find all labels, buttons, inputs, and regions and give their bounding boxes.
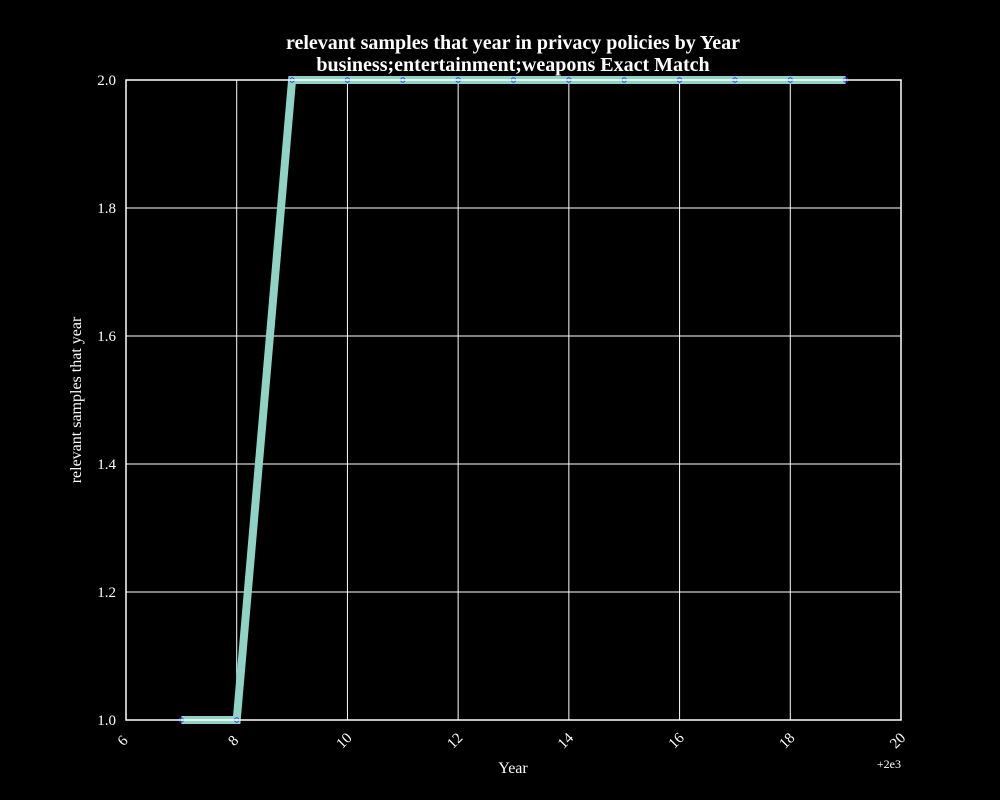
x-tick-label: 6 — [115, 733, 132, 750]
x-tick-label: 12 — [444, 730, 466, 752]
y-tick-label: 1.8 — [97, 201, 116, 217]
x-tick-label: 10 — [334, 730, 356, 752]
y-axis-label: relevant samples that year — [68, 316, 85, 483]
plot-frame — [125, 79, 902, 721]
y-tick-label: 1.6 — [97, 329, 116, 345]
x-tick-label: 14 — [555, 730, 577, 752]
series-layer — [178, 76, 849, 724]
y-tick-label: 1.4 — [97, 457, 116, 473]
x-axis-label: Year — [498, 760, 528, 777]
x-tick-label: 8 — [226, 733, 243, 750]
x-tick-label: 18 — [776, 730, 798, 752]
x-tick-label: 20 — [887, 730, 909, 752]
chart-subtitle: business;entertainment;weapons Exact Mat… — [316, 54, 709, 76]
x-tick-label: 16 — [666, 730, 688, 752]
tick-labels: 6 8 10 12 14 16 18 20 1.0 1.2 1.4 1.6 1.8 2.0 — [97, 73, 909, 752]
x-offset-label: +2e3 — [877, 757, 901, 771]
y-tick-label: 2.0 — [97, 73, 116, 89]
y-tick-label: 1.2 — [97, 585, 116, 601]
series-line — [181, 76, 846, 724]
chart-title: relevant samples that year in privacy po… — [286, 32, 740, 54]
y-tick-label: 1.0 — [97, 713, 116, 729]
